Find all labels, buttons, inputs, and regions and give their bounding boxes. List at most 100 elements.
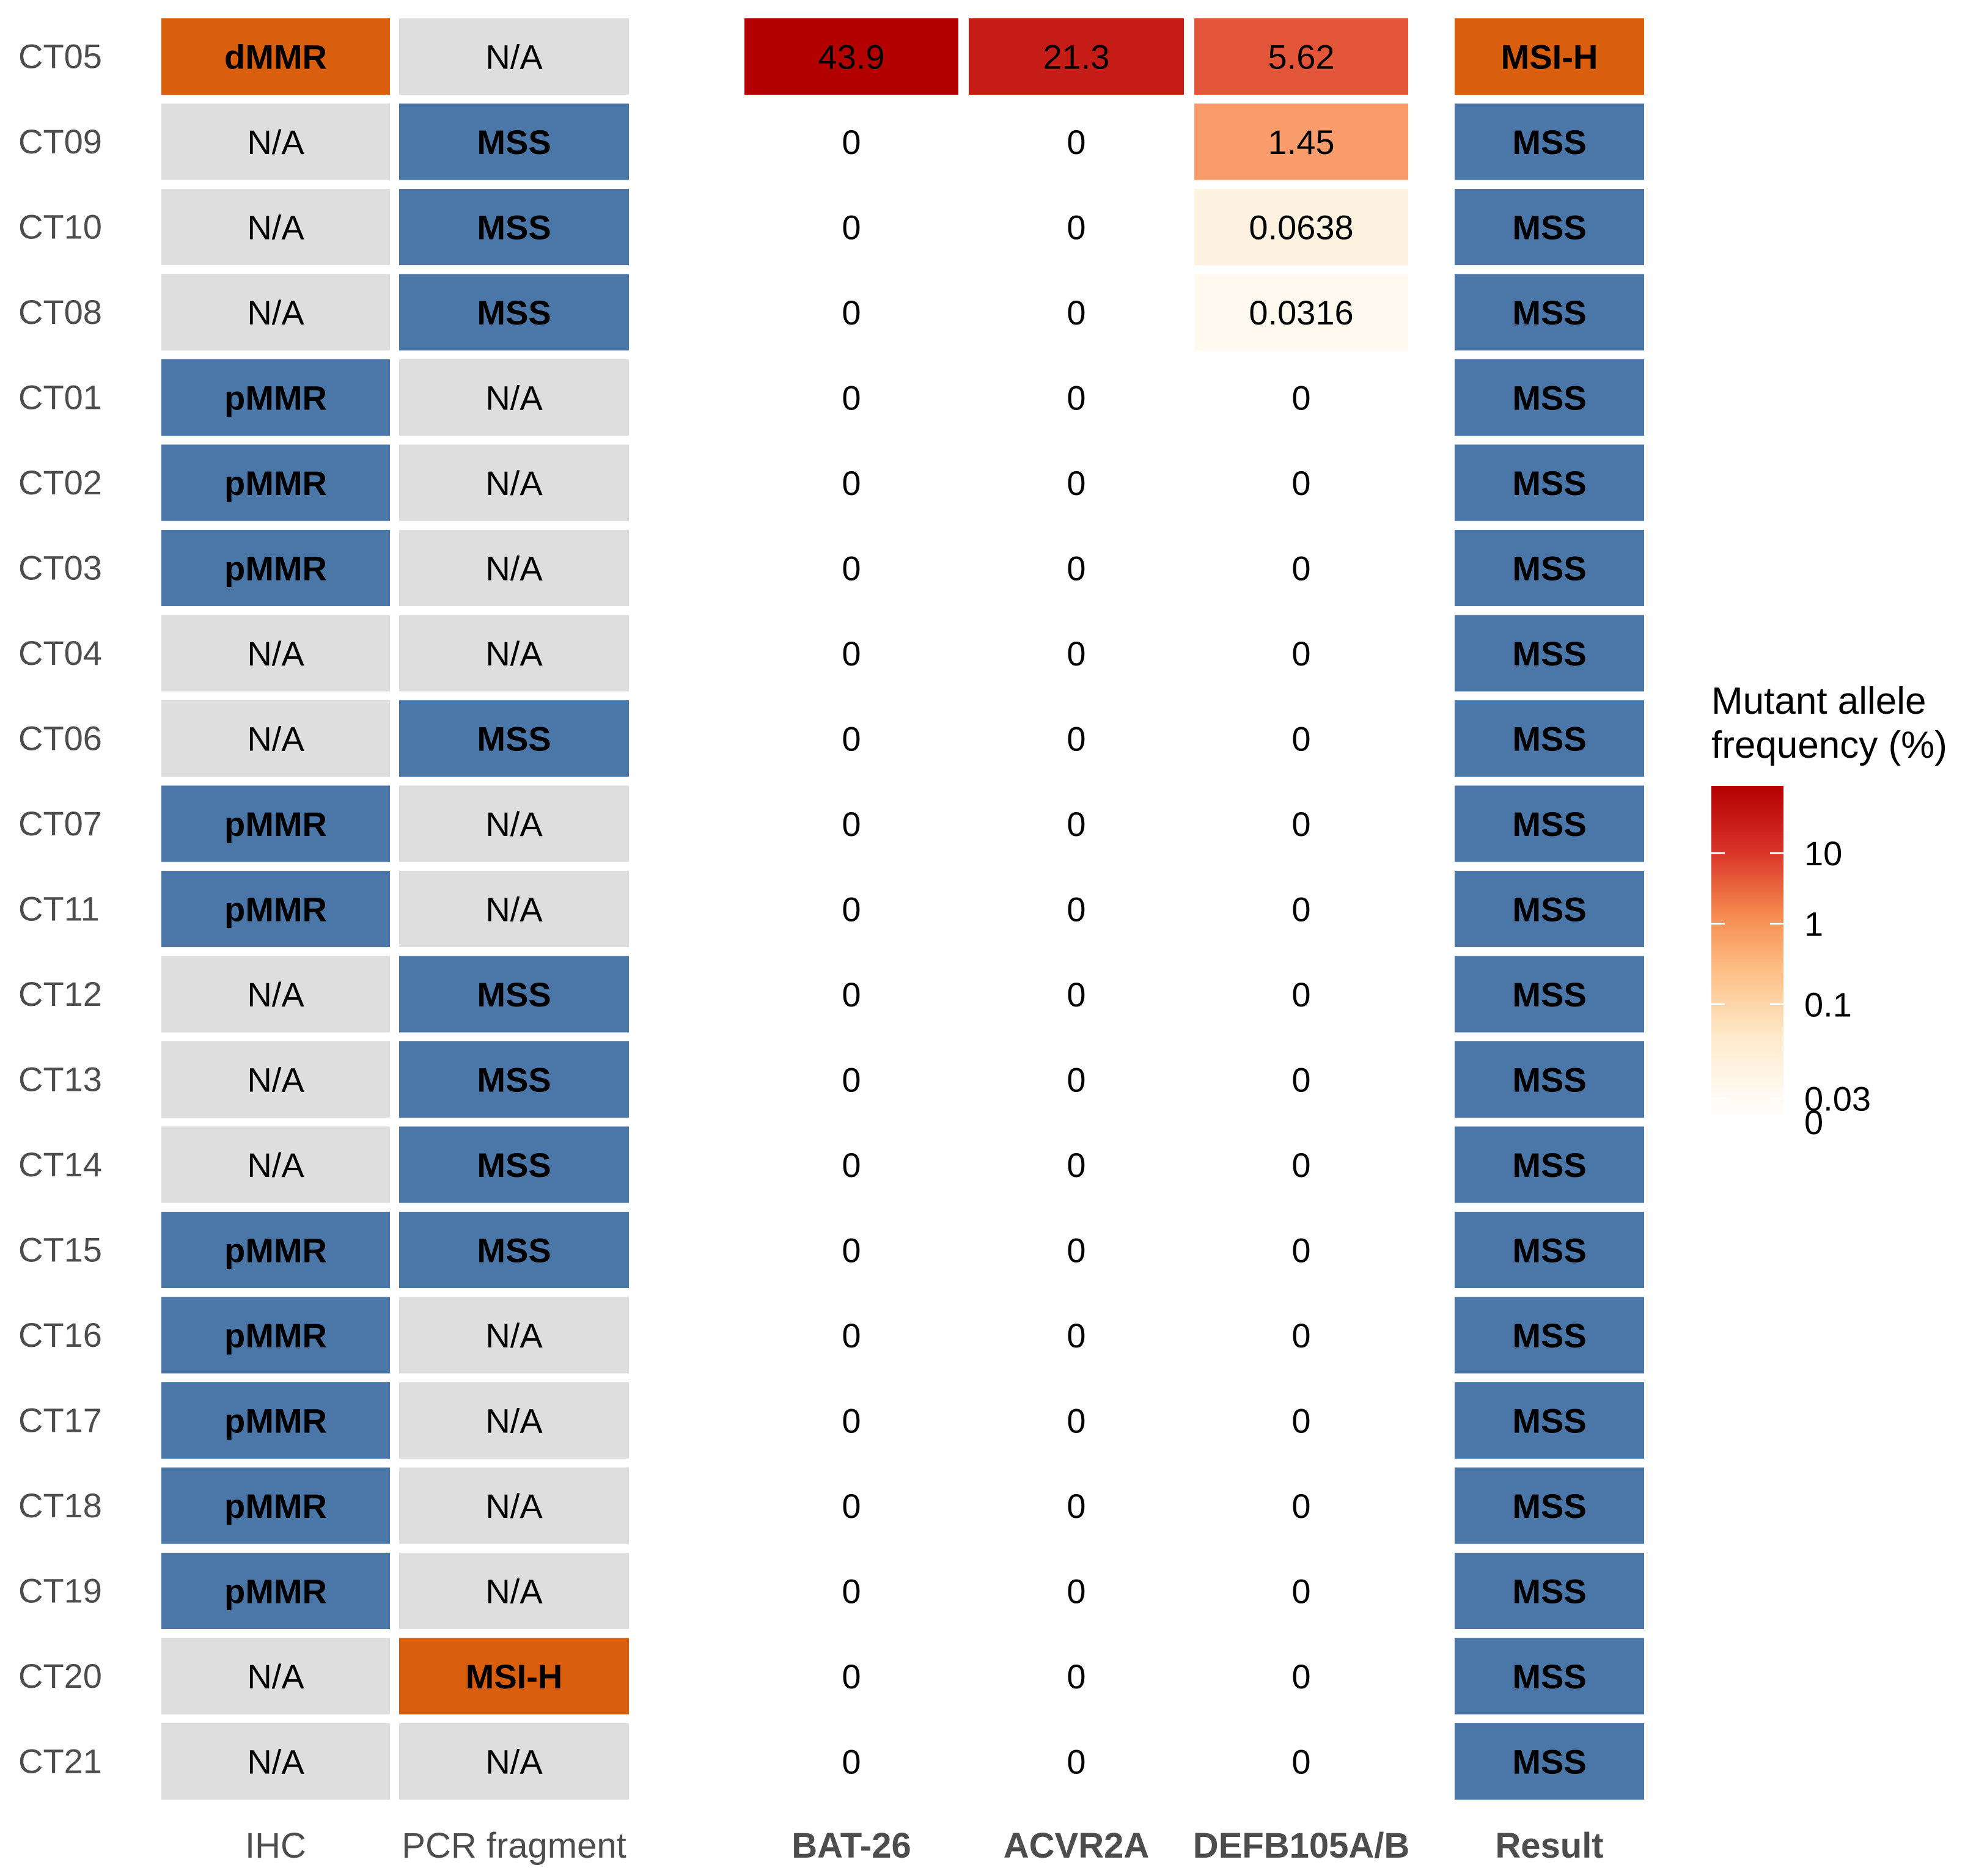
cell-value: 0 (842, 464, 861, 502)
heatmap-cells: dMMR N/A 43.9 21.3 5.62 MSI-H N/A MSS 0 0 1.45 MSS N… (161, 18, 1644, 1800)
heatmap-cell (161, 1382, 390, 1459)
row-label: CT02 (18, 463, 102, 502)
cell-value: N/A (485, 1402, 543, 1440)
row-label: CT11 (18, 890, 100, 928)
cell-value: N/A (247, 975, 304, 1014)
cell-value: 0 (1291, 1061, 1310, 1099)
legend-title-line1: Mutant allele (1711, 680, 1926, 722)
cell-value: MSS (1512, 549, 1586, 588)
heatmap-cell (1455, 1638, 1644, 1715)
cell-value: MSS (477, 123, 551, 161)
cell-value: pMMR (224, 464, 327, 502)
row-label: CT13 (18, 1060, 102, 1099)
cell-value: 0 (842, 1657, 861, 1696)
heatmap-cell (399, 785, 629, 862)
cell-value: 0 (842, 1743, 861, 1781)
cell-value: 0 (1291, 1231, 1310, 1270)
heatmap-cell (1455, 1041, 1644, 1118)
heatmap-cell (1455, 700, 1644, 777)
cell-value: 0.0316 (1249, 293, 1353, 332)
heatmap-cell (399, 18, 629, 95)
cell-value: 0 (1291, 805, 1310, 843)
cell-value: 21.3 (1043, 38, 1110, 76)
cell-value: N/A (247, 720, 304, 758)
legend-tick-label: 1 (1804, 905, 1823, 943)
cell-value: 0 (1067, 208, 1085, 247)
row-label: CT09 (18, 122, 102, 161)
heatmap-cell (161, 359, 390, 436)
heatmap-cell (399, 189, 629, 265)
heatmap-cell (744, 18, 958, 95)
cell-value: 0 (842, 1487, 861, 1525)
column-label: ACVR2A (1004, 1826, 1150, 1866)
heatmap-cell (1455, 1553, 1644, 1629)
cell-value: 0 (1067, 890, 1085, 929)
cell-value: 5.62 (1268, 38, 1335, 76)
heatmap-cell (1194, 18, 1408, 95)
cell-value: N/A (247, 634, 304, 673)
heatmap-cell (1455, 1297, 1644, 1374)
heatmap-cell (161, 530, 390, 606)
heatmap-cell (399, 871, 629, 947)
cell-value: 0 (1067, 720, 1085, 758)
heatmap-cell (399, 530, 629, 606)
row-label: CT15 (18, 1231, 102, 1269)
cell-value: N/A (485, 634, 543, 673)
cell-value: pMMR (224, 805, 327, 843)
legend-title-line2: frequency (%) (1711, 724, 1947, 766)
cell-value: 43.9 (818, 38, 885, 76)
cell-value: 0 (842, 720, 861, 758)
legend-tick-label: 0.1 (1804, 986, 1852, 1024)
cell-value: 0 (842, 634, 861, 673)
cell-value: MSS (1512, 805, 1586, 843)
cell-value: N/A (247, 123, 304, 161)
heatmap-cell (399, 615, 629, 692)
column-label: DEFB105A/B (1193, 1826, 1410, 1866)
cell-value: 0 (842, 1061, 861, 1099)
cell-value: N/A (247, 1061, 304, 1099)
heatmap-cell (399, 1553, 629, 1629)
cell-value: 0 (1067, 634, 1085, 673)
cell-value: pMMR (224, 1487, 327, 1525)
cell-value: 0 (1067, 1572, 1085, 1611)
cell-value: MSS (477, 1231, 551, 1270)
heatmap-cell (1455, 18, 1644, 95)
row-label: CT08 (18, 293, 102, 331)
cell-value: 0 (1291, 975, 1310, 1014)
cell-value: 0 (1291, 464, 1310, 502)
heatmap-cell (1455, 956, 1644, 1033)
heatmap-cell (399, 359, 629, 436)
row-label: CT03 (18, 549, 102, 587)
heatmap-cell (161, 1553, 390, 1629)
row-label: CT17 (18, 1401, 102, 1440)
heatmap-cell (161, 785, 390, 862)
heatmap-cell (161, 956, 390, 1033)
heatmap-cell (1194, 189, 1408, 265)
cell-value: MSS (477, 293, 551, 332)
heatmap-cell (399, 956, 629, 1033)
cell-value: MSS (1512, 1402, 1586, 1440)
heatmap-cell (399, 1467, 629, 1544)
cell-value: 0 (842, 805, 861, 843)
heatmap-cell (399, 274, 629, 351)
heatmap-cell (1455, 103, 1644, 180)
cell-value: MSS (1512, 720, 1586, 758)
cell-value: 0 (1067, 1316, 1085, 1355)
row-label: CT04 (18, 634, 102, 672)
heatmap-cell (161, 1041, 390, 1118)
cell-value: 0 (1067, 293, 1085, 332)
heatmap-cell (161, 444, 390, 521)
cell-value: MSS (1512, 123, 1586, 161)
heatmap-cell (1455, 1382, 1644, 1459)
cell-value: pMMR (224, 1572, 327, 1611)
legend-tick-label: 0.03 (1804, 1080, 1871, 1118)
row-label: CT21 (18, 1742, 102, 1781)
cell-value: MSS (477, 1146, 551, 1184)
heatmap-cell (1455, 1212, 1644, 1288)
cell-value: MSS (1512, 1231, 1586, 1270)
cell-value: 0 (1291, 890, 1310, 929)
row-label: CT16 (18, 1316, 102, 1354)
cell-value: N/A (485, 38, 543, 76)
cell-value: MSS (477, 720, 551, 758)
heatmap-cell (161, 103, 390, 180)
